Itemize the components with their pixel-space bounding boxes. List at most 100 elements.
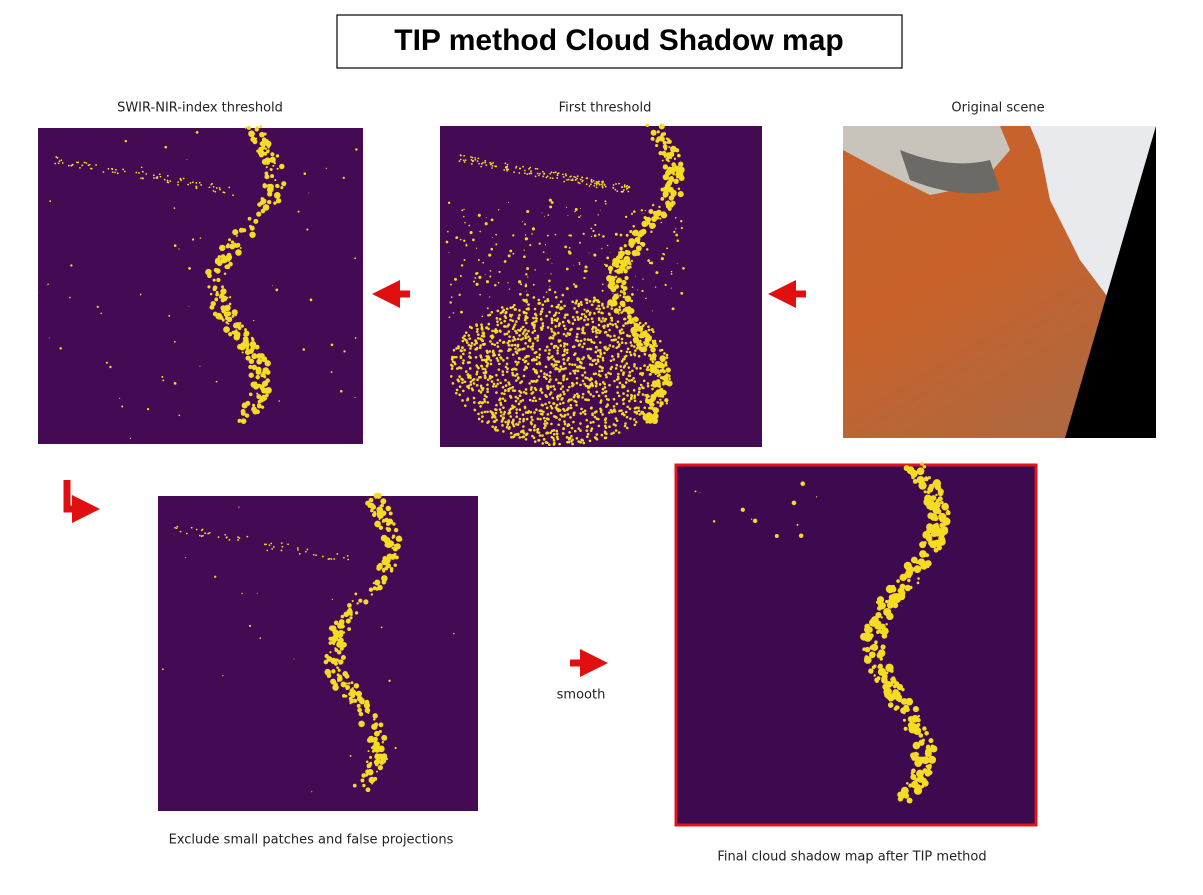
shadow-pixel — [680, 219, 683, 223]
shadow-pixel — [518, 389, 521, 393]
shadow-pixel — [552, 171, 555, 174]
shadow-pixel — [121, 405, 124, 408]
shadow-pixel — [396, 543, 401, 549]
shadow-pixel — [504, 378, 507, 382]
shadow-pixel — [227, 322, 230, 325]
shadow-pixel — [508, 335, 511, 338]
shadow-pixel — [565, 377, 569, 381]
shadow-pixel — [553, 388, 557, 391]
shadow-pixel — [463, 161, 466, 163]
shadow-pixel — [662, 383, 665, 386]
shadow-pixel — [460, 377, 463, 381]
shadow-pixel — [874, 640, 878, 645]
shadow-pixel — [372, 586, 377, 591]
shadow-pixel — [539, 310, 543, 313]
shadow-pixel — [322, 555, 324, 558]
shadow-pixel — [251, 353, 258, 360]
shadow-pixel — [173, 381, 177, 385]
step-label: smooth — [557, 688, 606, 703]
shadow-pixel — [556, 349, 559, 352]
shadow-pixel — [109, 365, 112, 369]
shadow-pixel — [122, 168, 125, 171]
shadow-pixel — [613, 308, 620, 314]
shadow-pixel — [663, 155, 667, 158]
shadow-pixel — [633, 380, 637, 383]
shadow-pixel — [499, 321, 503, 325]
shadow-pixel — [495, 243, 498, 246]
shadow-pixel — [712, 520, 716, 523]
shadow-pixel — [603, 183, 606, 186]
shadow-pixel — [250, 336, 254, 340]
shadow-pixel — [473, 401, 476, 404]
shadow-pixel — [584, 277, 586, 279]
shadow-pixel — [670, 270, 673, 273]
shadow-pixel — [453, 362, 457, 366]
shadow-pixel — [601, 302, 604, 306]
shadow-pixel — [588, 439, 592, 443]
shadow-pixel — [340, 681, 347, 688]
shadow-pixel — [260, 197, 265, 201]
shadow-pixel — [879, 623, 886, 630]
shadow-pixel — [590, 317, 594, 320]
shadow-pixel — [512, 303, 516, 307]
shadow-pixel — [604, 200, 607, 203]
shadow-pixel — [623, 355, 627, 359]
shadow-pixel — [480, 338, 484, 342]
shadow-pixel — [459, 355, 463, 358]
shadow-pixel — [545, 422, 549, 425]
shadow-pixel — [542, 410, 545, 414]
shadow-pixel — [464, 404, 467, 407]
shadow-pixel — [478, 346, 482, 350]
shadow-pixel — [623, 317, 627, 321]
shadow-pixel — [501, 310, 504, 314]
shadow-pixel — [262, 183, 267, 188]
shadow-pixel — [261, 145, 266, 150]
shadow-pixel — [647, 221, 651, 225]
shadow-pixel — [571, 179, 574, 182]
shadow-pixel — [656, 374, 660, 378]
shadow-pixel — [309, 298, 313, 302]
shadow-pixel — [675, 175, 680, 179]
shadow-pixel — [448, 252, 450, 254]
shadow-pixel — [597, 424, 601, 428]
shadow-pixel — [482, 161, 484, 164]
shadow-pixel — [331, 669, 336, 674]
shadow-pixel — [648, 406, 651, 410]
shadow-pixel — [617, 345, 620, 348]
shadow-pixel — [633, 352, 636, 356]
shadow-pixel — [619, 269, 623, 273]
shadow-pixel — [874, 677, 880, 683]
shadow-pixel — [652, 366, 656, 370]
shadow-pixel — [646, 394, 650, 398]
shadow-pixel — [293, 658, 295, 660]
shadow-pixel — [918, 739, 925, 746]
shadow-pixel — [577, 181, 580, 184]
shadow-pixel — [514, 329, 517, 333]
shadow-pixel — [550, 327, 553, 331]
shadow-pixel — [342, 671, 349, 677]
shadow-pixel — [500, 306, 504, 309]
shadow-pixel — [515, 372, 519, 376]
shadow-pixel — [912, 741, 921, 750]
shadow-pixel — [192, 238, 195, 241]
shadow-pixel — [195, 187, 198, 190]
shadow-pixel — [141, 177, 144, 179]
shadow-pixel — [543, 422, 546, 426]
shadow-pixel — [311, 791, 313, 793]
shadow-pixel — [594, 223, 597, 227]
shadow-pixel — [330, 678, 337, 685]
shadow-pixel — [114, 171, 117, 174]
shadow-pixel — [578, 261, 581, 264]
shadow-pixel — [596, 181, 598, 184]
shadow-pixel — [622, 402, 625, 406]
shadow-pixel — [480, 364, 483, 368]
shadow-pixel — [536, 428, 539, 432]
shadow-pixel — [376, 565, 382, 571]
shadow-pixel — [574, 176, 577, 179]
shadow-pixel — [548, 348, 551, 352]
shadow-pixel — [558, 402, 562, 406]
shadow-pixel — [484, 371, 488, 375]
shadow-pixel — [222, 191, 225, 194]
shadow-pixel — [871, 665, 876, 670]
shadow-pixel — [511, 305, 515, 309]
